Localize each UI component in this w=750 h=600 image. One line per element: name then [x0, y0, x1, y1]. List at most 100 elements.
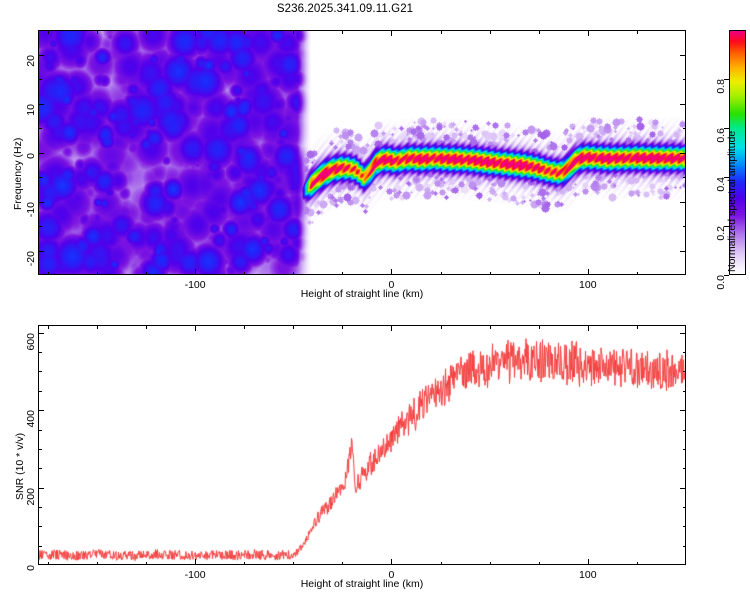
axis-tick: [682, 371, 686, 372]
axis-tick: [244, 271, 245, 275]
axis-tick: [680, 488, 686, 489]
axis-tick: [682, 352, 686, 353]
axis-tick: [195, 325, 196, 331]
axis-tick: [244, 561, 245, 565]
axis-tick: [244, 30, 245, 34]
axis-tick: [490, 271, 491, 275]
axis-tick: [146, 325, 147, 329]
axis-tick: [195, 269, 196, 275]
axis-tick: [97, 271, 98, 275]
axis-tick: [293, 271, 294, 275]
axis-tick: [682, 79, 686, 80]
axis-tick: [195, 559, 196, 565]
snr-axes: [38, 325, 686, 565]
axis-tick: [539, 271, 540, 275]
axis-tick: [391, 559, 392, 565]
axis-tick: [38, 226, 42, 227]
xtick-label: 0: [388, 279, 395, 291]
spectrogram-ylabel: Frequency (Hz): [12, 137, 24, 210]
axis-tick: [38, 430, 42, 431]
axis-tick: [490, 30, 491, 34]
axis-tick: [682, 546, 686, 547]
axis-tick: [48, 271, 49, 275]
colorbar-tick-label: 0.8: [715, 79, 727, 94]
snr-ylabel: SNR (10 * v/v): [14, 432, 26, 500]
axis-tick: [680, 333, 686, 334]
ytick-label: -20: [25, 250, 37, 266]
axis-tick: [682, 526, 686, 527]
axis-tick: [38, 333, 44, 334]
axis-tick: [680, 153, 686, 154]
axis-tick: [682, 177, 686, 178]
page-title: S236.2025.341.09.11.G21: [276, 3, 414, 15]
colorbar-tick: [724, 177, 729, 178]
axis-tick: [146, 271, 147, 275]
ytick-label: 400: [25, 410, 37, 428]
axis-tick: [680, 251, 686, 252]
axis-tick: [680, 104, 686, 105]
colorbar-tick: [724, 275, 729, 276]
axis-tick: [38, 507, 42, 508]
axis-tick: [38, 177, 42, 178]
axis-tick: [391, 269, 392, 275]
axis-tick: [48, 561, 49, 565]
axis-tick: [146, 561, 147, 565]
spectrogram-xlabel: Height of straight line (km): [300, 288, 424, 300]
axis-tick: [293, 30, 294, 34]
axis-tick: [38, 546, 42, 547]
axis-tick: [682, 391, 686, 392]
axis-tick: [680, 55, 686, 56]
colorbar-tick: [724, 79, 729, 80]
ytick-label: 0: [25, 565, 37, 571]
axis-tick: [682, 507, 686, 508]
ytick-label: 0: [25, 152, 37, 159]
axis-tick: [682, 468, 686, 469]
axis-tick: [97, 325, 98, 329]
axis-tick: [490, 325, 491, 329]
axis-tick: [38, 352, 42, 353]
axis-tick: [38, 128, 42, 129]
axis-tick: [342, 271, 343, 275]
axis-tick: [244, 325, 245, 329]
axis-tick: [588, 325, 589, 331]
colorbar-tick: [724, 226, 729, 227]
axis-tick: [342, 325, 343, 329]
colorbar-label: Normalized spectral amplitude: [726, 130, 738, 272]
axis-tick: [38, 391, 42, 392]
xtick-label: -100: [184, 569, 206, 581]
xtick-label: 0: [388, 569, 395, 581]
axis-tick: [38, 526, 42, 527]
axis-tick: [391, 30, 392, 36]
axis-tick: [38, 202, 44, 203]
axis-tick: [38, 488, 44, 489]
axis-tick: [38, 449, 42, 450]
axis-tick: [682, 449, 686, 450]
axis-tick: [637, 271, 638, 275]
axis-tick: [441, 271, 442, 275]
colorbar-tick-label: 0.0: [715, 275, 727, 290]
snr-xlabel: Height of straight line (km): [300, 578, 424, 590]
axis-tick: [38, 79, 42, 80]
axis-tick: [38, 251, 44, 252]
axis-tick: [637, 30, 638, 34]
axis-tick: [539, 561, 540, 565]
axis-tick: [97, 561, 98, 565]
axis-tick: [682, 430, 686, 431]
axis-tick: [48, 30, 49, 34]
axis-tick: [441, 325, 442, 329]
axis-tick: [637, 325, 638, 329]
axis-tick: [441, 561, 442, 565]
axis-tick: [38, 55, 44, 56]
spectrogram-axes: [38, 30, 686, 275]
xtick-label: 100: [579, 569, 597, 581]
axis-tick: [146, 30, 147, 34]
axis-tick: [539, 30, 540, 34]
axis-tick: [38, 468, 42, 469]
axis-tick: [682, 128, 686, 129]
axis-tick: [342, 561, 343, 565]
axis-tick: [97, 30, 98, 34]
ytick-label: 600: [25, 332, 37, 351]
axis-tick: [48, 325, 49, 329]
axis-tick: [539, 325, 540, 329]
